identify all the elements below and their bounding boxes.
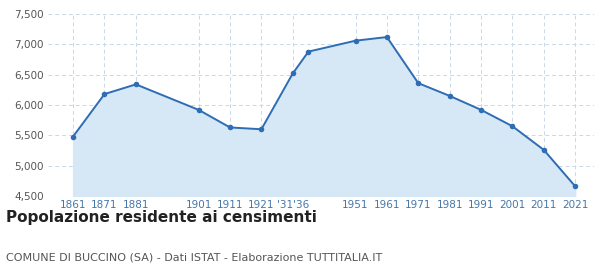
Point [288, 71, 298, 76]
Point [508, 124, 517, 129]
Point [131, 82, 140, 87]
Point [68, 134, 78, 139]
Point [571, 184, 580, 188]
Point [445, 94, 454, 98]
Text: COMUNE DI BUCCINO (SA) - Dati ISTAT - Elaborazione TUTTITALIA.IT: COMUNE DI BUCCINO (SA) - Dati ISTAT - El… [6, 252, 382, 262]
Point [539, 148, 548, 152]
Text: Popolazione residente ai censimenti: Popolazione residente ai censimenti [6, 210, 317, 225]
Point [413, 81, 423, 85]
Point [476, 108, 486, 112]
Point [100, 92, 109, 96]
Point [382, 35, 392, 39]
Point [194, 108, 203, 112]
Point [351, 38, 361, 43]
Point [304, 49, 313, 54]
Point [257, 127, 266, 132]
Point [225, 125, 235, 130]
